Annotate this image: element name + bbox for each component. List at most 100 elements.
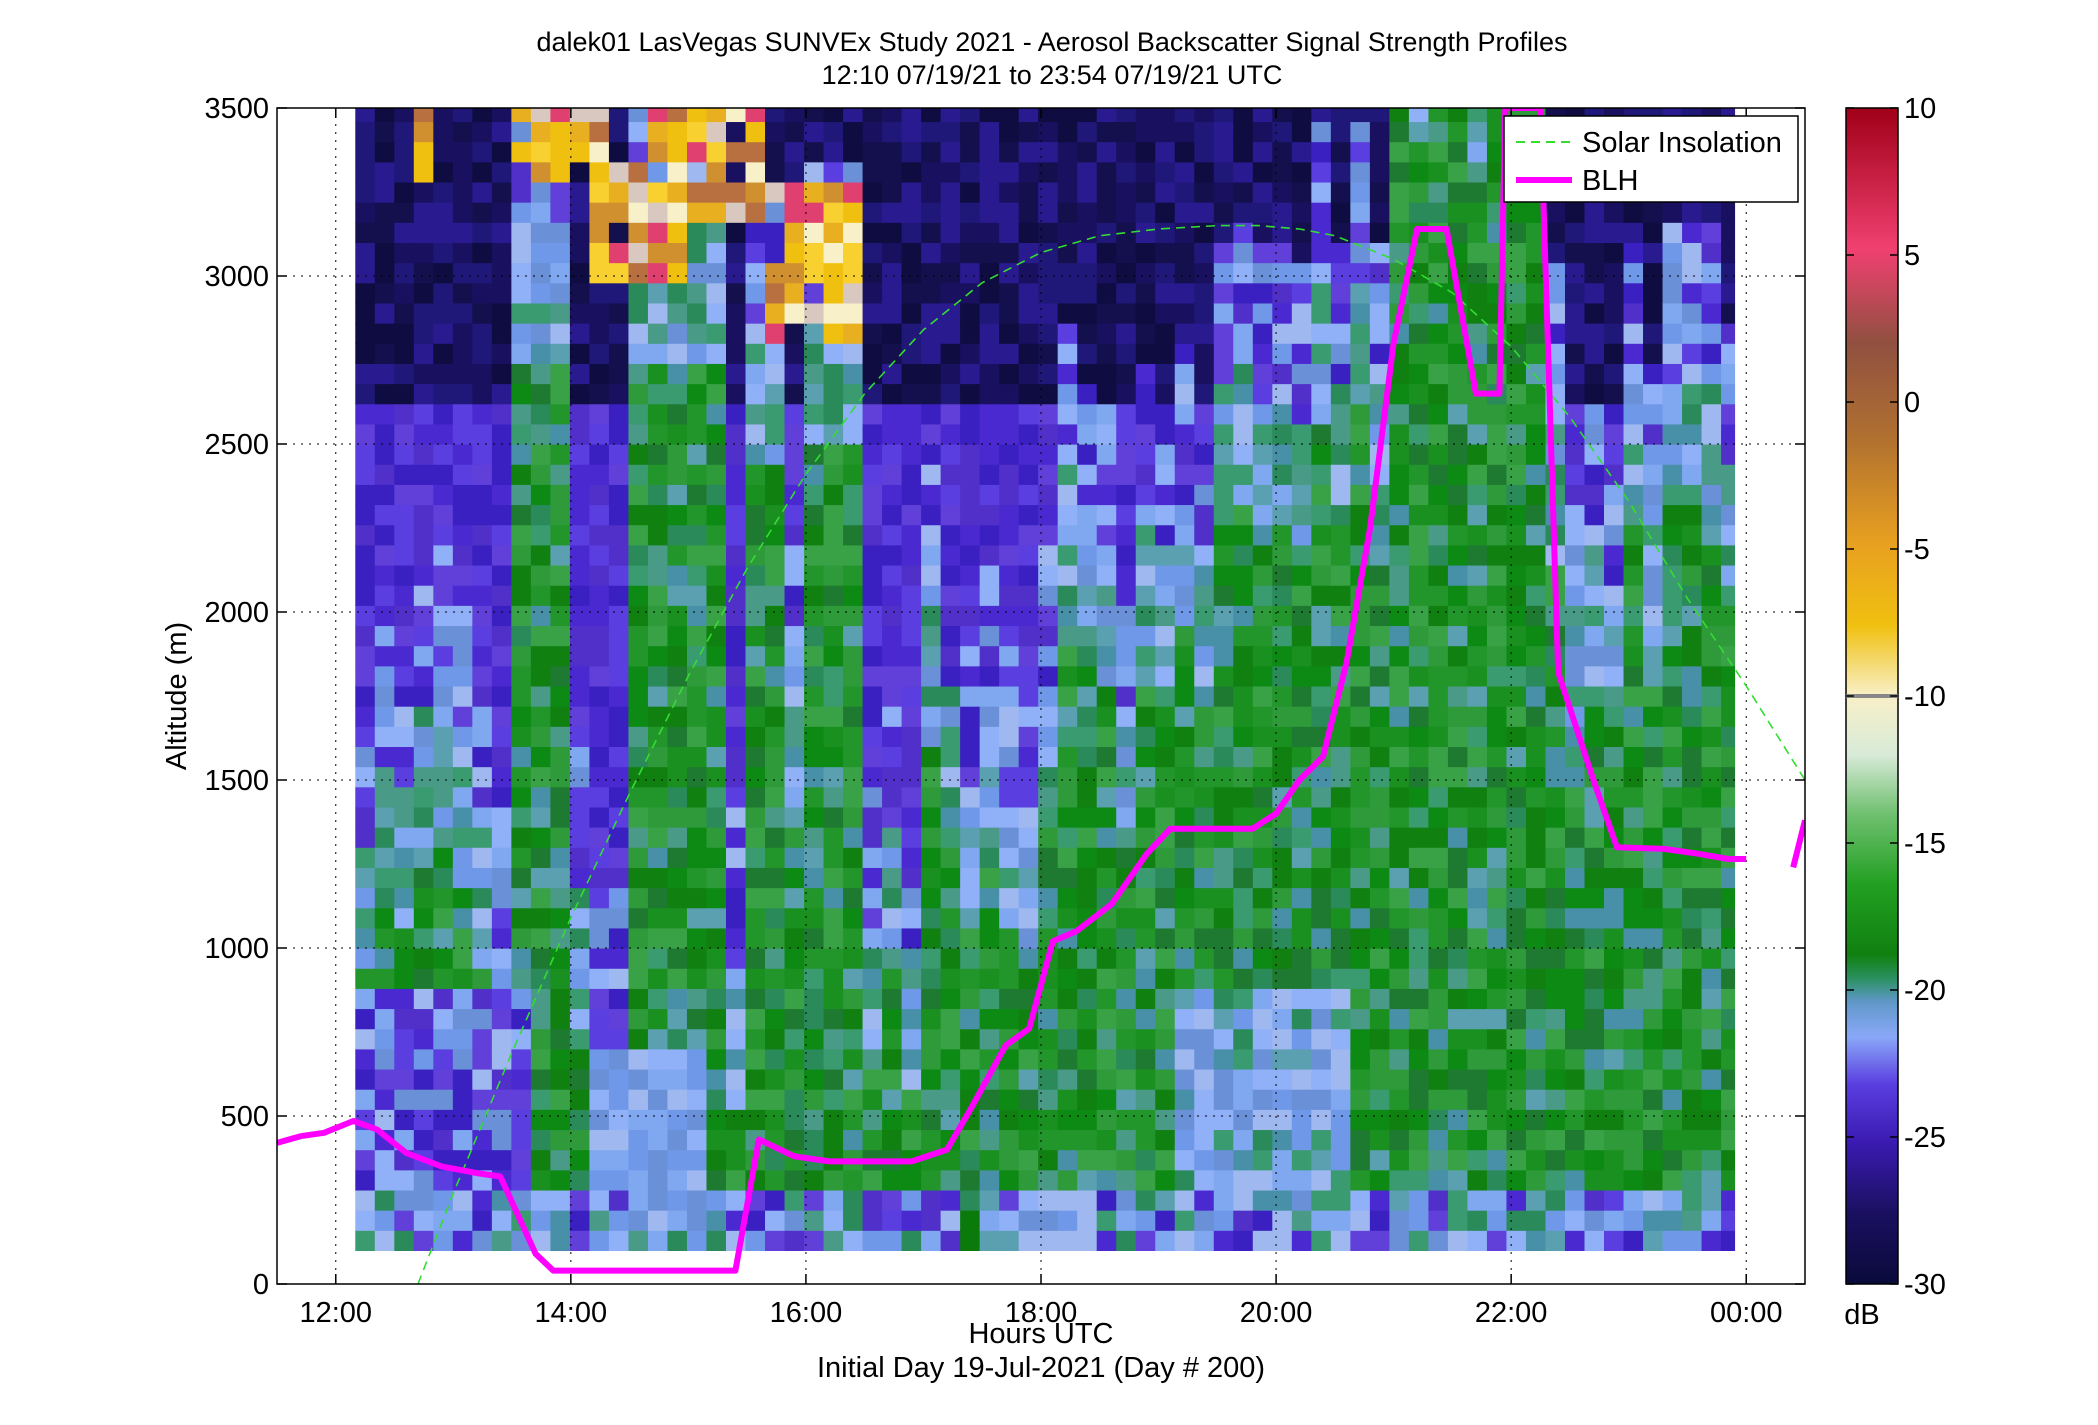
- heatmap-cell: [1682, 383, 1703, 405]
- heatmap-cell: [1623, 1048, 1644, 1070]
- heatmap-cell: [1194, 363, 1215, 385]
- heatmap-cell: [550, 968, 571, 989]
- heatmap-cell: [862, 1169, 883, 1191]
- heatmap-cell: [1018, 887, 1039, 909]
- heatmap-cell: [1682, 504, 1703, 526]
- heatmap-cell: [686, 927, 708, 949]
- heatmap-cell: [1252, 968, 1273, 989]
- heatmap-cell: [1135, 988, 1156, 1010]
- heatmap-cell: [1194, 988, 1215, 1010]
- heatmap-cell: [862, 1109, 883, 1131]
- heatmap-cell: [1467, 1230, 1488, 1251]
- heatmap-cell: [530, 484, 551, 506]
- heatmap-cell: [1155, 403, 1176, 425]
- heatmap-cell: [1155, 302, 1176, 324]
- heatmap-cell: [784, 161, 805, 183]
- heatmap-cell: [725, 504, 747, 526]
- heatmap-cell: [1291, 1089, 1312, 1110]
- heatmap-cell: [1350, 504, 1371, 526]
- heatmap-cell: [921, 564, 942, 586]
- heatmap-cell: [686, 343, 708, 364]
- heatmap-cell: [355, 827, 376, 848]
- heatmap-cell: [1604, 1089, 1625, 1110]
- heatmap-cell: [1213, 726, 1234, 747]
- heatmap-cell: [1545, 988, 1566, 1010]
- heatmap-cell: [1604, 927, 1625, 949]
- heatmap-cell: [472, 484, 493, 506]
- heatmap-cell: [882, 444, 903, 465]
- heatmap-cell: [725, 665, 747, 687]
- heatmap-cell: [979, 1169, 1000, 1191]
- heatmap-cell: [1486, 484, 1508, 506]
- heatmap-cell: [647, 625, 669, 647]
- heatmap-cell: [374, 504, 395, 526]
- heatmap-cell: [706, 363, 727, 385]
- heatmap-cell: [1291, 706, 1312, 727]
- heatmap-cell: [1584, 202, 1605, 223]
- heatmap-cell: [1525, 1008, 1547, 1030]
- heatmap-cell: [725, 847, 747, 868]
- heatmap-cell: [1486, 564, 1508, 586]
- heatmap-cell: [647, 746, 669, 768]
- heatmap-cell: [1096, 121, 1117, 143]
- heatmap-cell: [960, 1230, 981, 1251]
- heatmap-cell: [667, 867, 688, 889]
- heatmap-cell: [1057, 108, 1078, 123]
- heatmap-cell: [1057, 645, 1078, 667]
- heatmap-cell: [667, 927, 688, 949]
- heatmap-cell: [1135, 1089, 1156, 1110]
- heatmap-cell: [940, 665, 961, 687]
- heatmap-cell: [843, 323, 864, 344]
- heatmap-cell: [374, 363, 395, 385]
- heatmap-cell: [374, 1149, 395, 1171]
- heatmap-cell: [1721, 665, 1736, 687]
- heatmap-cell: [491, 108, 512, 123]
- heatmap-cell: [355, 161, 376, 183]
- heatmap-cell: [1428, 968, 1449, 989]
- heatmap-cell: [823, 665, 844, 687]
- heatmap-cell: [667, 323, 688, 344]
- heatmap-cell: [1428, 605, 1449, 627]
- heatmap-cell: [1350, 786, 1371, 808]
- heatmap-cell: [1428, 524, 1449, 546]
- heatmap-cell: [1038, 1169, 1059, 1191]
- heatmap-cell: [374, 988, 395, 1010]
- heatmap-cell: [940, 605, 961, 627]
- heatmap-cell: [530, 1008, 551, 1030]
- heatmap-cell: [1038, 161, 1059, 183]
- heatmap-cell: [1291, 1129, 1312, 1151]
- heatmap-cell: [1682, 1028, 1703, 1050]
- heatmap-cell: [1252, 242, 1273, 264]
- heatmap-cell: [1682, 1129, 1703, 1151]
- heatmap-cell: [1233, 202, 1254, 223]
- heatmap-cell: [569, 108, 591, 123]
- heatmap-cell: [1311, 968, 1332, 989]
- heatmap-cell: [647, 948, 669, 969]
- heatmap-cell: [511, 108, 532, 123]
- heatmap-cell: [1604, 363, 1625, 385]
- heatmap-cell: [1213, 444, 1234, 465]
- heatmap-cell: [979, 1028, 1000, 1050]
- heatmap-cell: [1721, 706, 1736, 727]
- heatmap-cell: [491, 121, 512, 143]
- heatmap-cell: [1564, 1189, 1586, 1211]
- heatmap-cell: [491, 444, 512, 465]
- heatmap-cell: [1350, 222, 1371, 243]
- heatmap-cell: [1116, 302, 1137, 324]
- heatmap-cell: [725, 806, 747, 828]
- heatmap-cell: [1311, 988, 1332, 1010]
- heatmap-cell: [1623, 564, 1644, 586]
- heatmap-cell: [1564, 907, 1586, 929]
- heatmap-cell: [1467, 323, 1488, 344]
- heatmap-cell: [628, 403, 649, 425]
- heatmap-cell: [979, 847, 1000, 868]
- heatmap-cell: [1077, 645, 1098, 667]
- heatmap-cell: [1486, 1149, 1508, 1171]
- heatmap-cell: [1408, 625, 1430, 647]
- heatmap-cell: [589, 343, 610, 364]
- heatmap-cell: [1467, 423, 1488, 445]
- heatmap-cell: [1643, 706, 1664, 727]
- heatmap-cell: [491, 746, 512, 768]
- heatmap-cell: [628, 181, 649, 203]
- heatmap-cell: [1330, 1068, 1351, 1090]
